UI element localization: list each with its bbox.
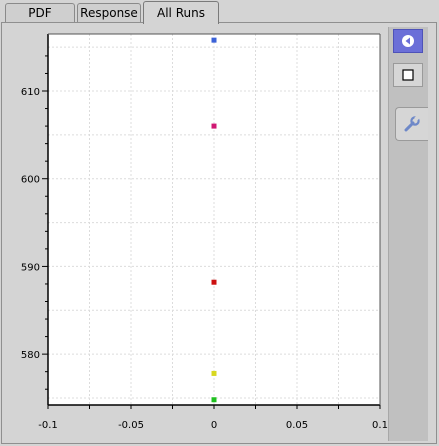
tab-pdf[interactable]: PDF — [5, 3, 75, 22]
data-point — [211, 37, 217, 43]
tab-bar: PDF Response All Runs — [0, 0, 439, 24]
square-icon — [402, 69, 414, 81]
data-point — [211, 397, 217, 403]
y-tick-label: 600 — [21, 175, 40, 186]
chart: 610 600 590 580 -0.1 -0.05 0 0.05 0.1 — [21, 33, 388, 431]
y-tick-label: 580 — [21, 350, 40, 361]
stop-button[interactable] — [393, 63, 423, 87]
data-point — [211, 370, 217, 376]
tab-all-runs[interactable]: All Runs — [143, 1, 219, 24]
y-tick-label: 590 — [21, 262, 40, 273]
x-tick-label: 0.1 — [372, 420, 388, 431]
x-tick-label: 0 — [211, 420, 217, 431]
play-back-icon — [402, 35, 414, 47]
tab-response[interactable]: Response — [77, 3, 141, 22]
x-tick-label: 0.05 — [286, 420, 308, 431]
side-toolbar — [388, 27, 428, 441]
x-tick-label: -0.1 — [38, 420, 58, 431]
y-tick-label: 610 — [21, 87, 40, 98]
data-point — [211, 123, 217, 129]
x-tick-label: -0.05 — [118, 420, 144, 431]
play-back-button[interactable] — [393, 29, 423, 53]
wrench-icon — [404, 115, 420, 132]
data-point — [211, 279, 217, 285]
settings-tab[interactable] — [395, 107, 428, 141]
